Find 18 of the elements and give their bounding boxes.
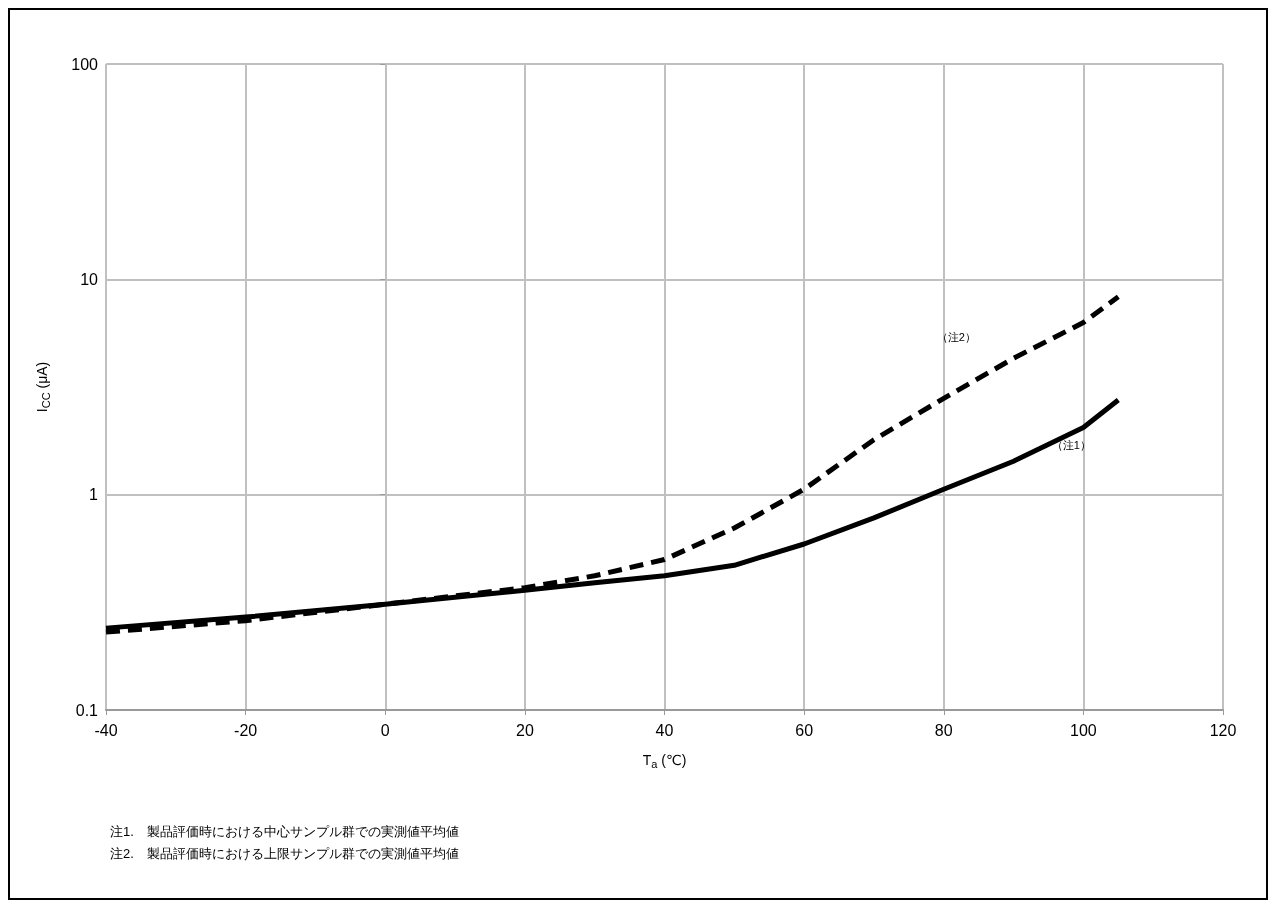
x-tick-label: 40	[655, 721, 674, 739]
text: 注1. 製品評価時における中心サンプル群での実測値平均値	[110, 824, 459, 839]
y-tick-label: 0.1	[75, 701, 99, 719]
x-tick-label: 100	[1070, 721, 1097, 739]
y-tick-label: 1	[89, 486, 99, 504]
x-tick-label: 120	[1209, 721, 1237, 739]
y-axis-title: ICC (μA)	[33, 361, 52, 413]
text: （注2）	[936, 330, 976, 343]
x-tick-label: -20	[234, 721, 258, 739]
x-tick-label: 80	[934, 721, 953, 739]
y-tick-label: 100	[71, 55, 99, 73]
text: 注2. 製品評価時における上限サンプル群での実測値平均値	[110, 846, 459, 861]
x-tick-label: 20	[515, 721, 534, 739]
series-label: （注1）	[1051, 439, 1091, 452]
y-tick-label: 10	[80, 270, 99, 288]
x-tick-label: -40	[94, 721, 118, 739]
x-tick-label: 0	[380, 721, 390, 739]
x-tick-label: 60	[795, 721, 814, 739]
